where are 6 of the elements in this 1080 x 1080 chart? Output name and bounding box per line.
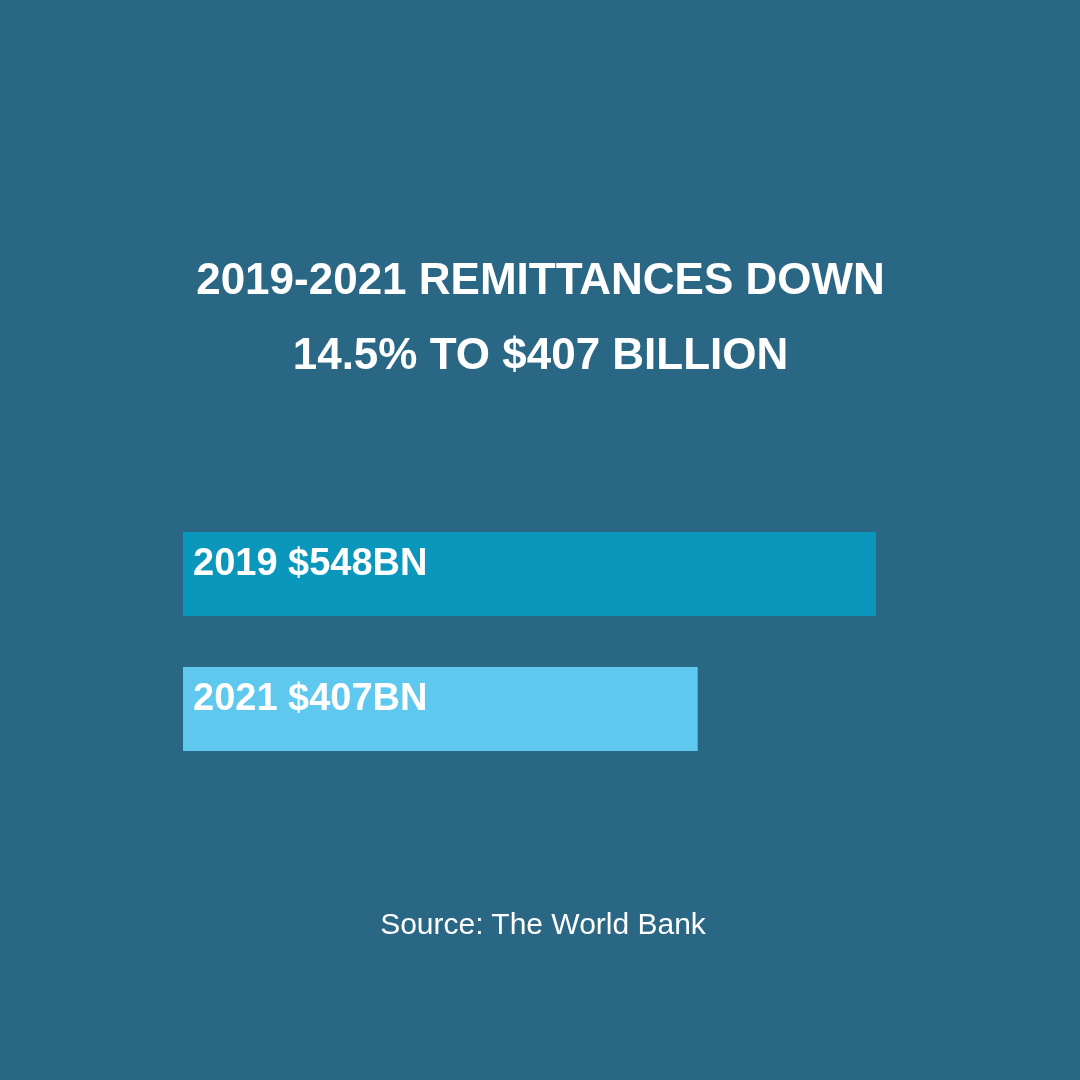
data-label: $407BN [288, 676, 428, 718]
source-note: Source: The World Bank [380, 907, 707, 940]
data-label: $548BN [288, 541, 428, 583]
chart-title: 2019-2021 REMITTANCES DOWN 14.5% TO $407 BILLION [196, 254, 885, 378]
y-tick-label: 2021 [193, 676, 278, 718]
y-tick-label: 2019 [193, 541, 278, 583]
